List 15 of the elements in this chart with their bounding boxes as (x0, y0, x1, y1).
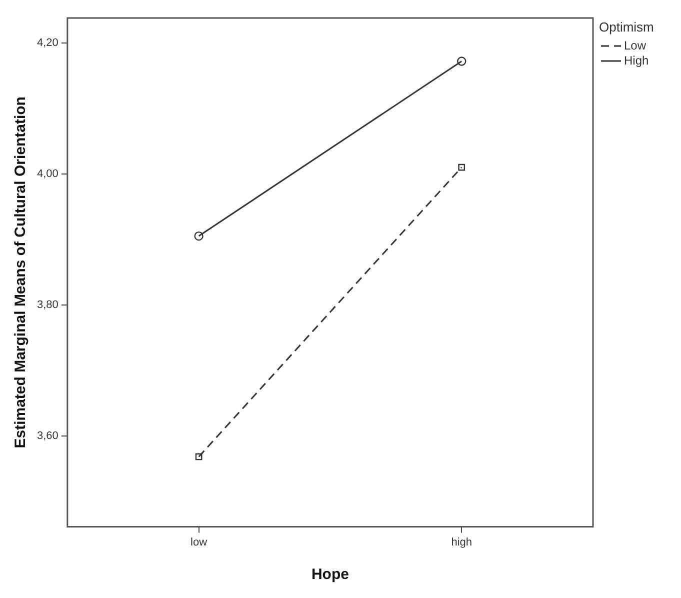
y-tick-label: 3,60 (36, 430, 58, 442)
x-axis-title: Hope (311, 566, 349, 584)
y-tick-label: 4,00 (36, 168, 58, 180)
x-tick-label: low (190, 536, 208, 548)
x-tick-label: high (451, 536, 472, 548)
point (194, 231, 204, 241)
point (195, 453, 202, 460)
legend-label: High (624, 53, 649, 68)
y-tick-label: 3,80 (36, 298, 58, 311)
point (458, 164, 466, 171)
y-tick-label: 4,20 (36, 36, 58, 49)
legend-label: Low (624, 38, 646, 52)
legend-title: Optimism (599, 20, 654, 35)
y-axis-title: Estimated Marginal Means of Cultural Orientation (12, 96, 30, 448)
point (457, 56, 466, 66)
